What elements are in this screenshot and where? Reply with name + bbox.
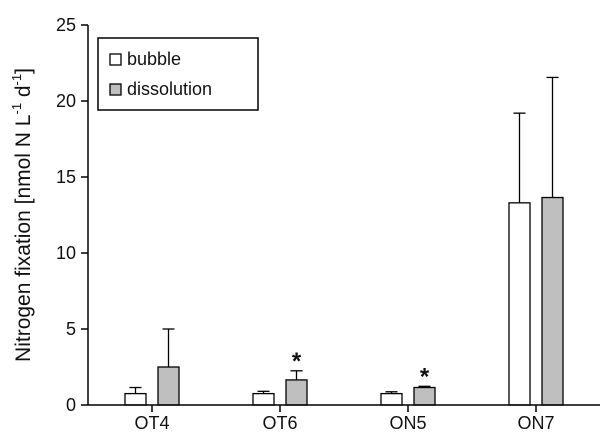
y-tick-label: 20 <box>56 91 76 111</box>
y-tick-label: 0 <box>66 395 76 415</box>
ticks-layer: 0 5 10 15 20 25 OT4 OT6 ON5 ON7 <box>56 15 555 432</box>
y-axis-title-sup1: -1 <box>9 103 24 115</box>
x-tick-label: OT4 <box>134 413 169 432</box>
bar-dissolution-OT4 <box>157 366 180 406</box>
x-tick-label: ON7 <box>517 413 554 432</box>
x-tick-label: OT6 <box>262 413 297 432</box>
bar-dissolution-OT6 <box>285 379 308 406</box>
y-tick-label: 10 <box>56 243 76 263</box>
y-tick-label: 5 <box>66 319 76 339</box>
legend-swatch-bubble <box>109 53 122 66</box>
y-axis-title-mid: d <box>12 85 35 103</box>
y-axis-title-suffix: ] <box>12 68 35 74</box>
y-tick-label: 15 <box>56 167 76 187</box>
bar-bubble-ON7 <box>508 202 531 406</box>
bar-bubble-OT6 <box>252 392 275 406</box>
bars-layer: ** <box>124 76 564 406</box>
bar-bubble-OT4 <box>124 392 147 406</box>
y-axis-title: Nitrogen fixation [nmol N L-1 d-1] <box>9 68 35 362</box>
bar-dissolution-ON7 <box>541 196 564 406</box>
legend: bubble dissolution <box>97 37 259 111</box>
legend-swatch-dissolution <box>109 83 122 96</box>
y-tick-label: 25 <box>56 15 76 35</box>
legend-box <box>97 37 259 111</box>
axes-layer <box>87 25 600 406</box>
y-axis-title-sup2: -1 <box>9 74 24 86</box>
legend-label-bubble: bubble <box>127 49 181 69</box>
x-tick-label: ON5 <box>389 413 426 432</box>
bar-bubble-ON5 <box>380 392 403 406</box>
legend-label-dissolution: dissolution <box>127 79 212 99</box>
significance-marker: * <box>292 348 302 375</box>
significance-marker: * <box>420 363 430 390</box>
y-axis-title-prefix: Nitrogen fixation [nmol N L <box>12 115 35 362</box>
